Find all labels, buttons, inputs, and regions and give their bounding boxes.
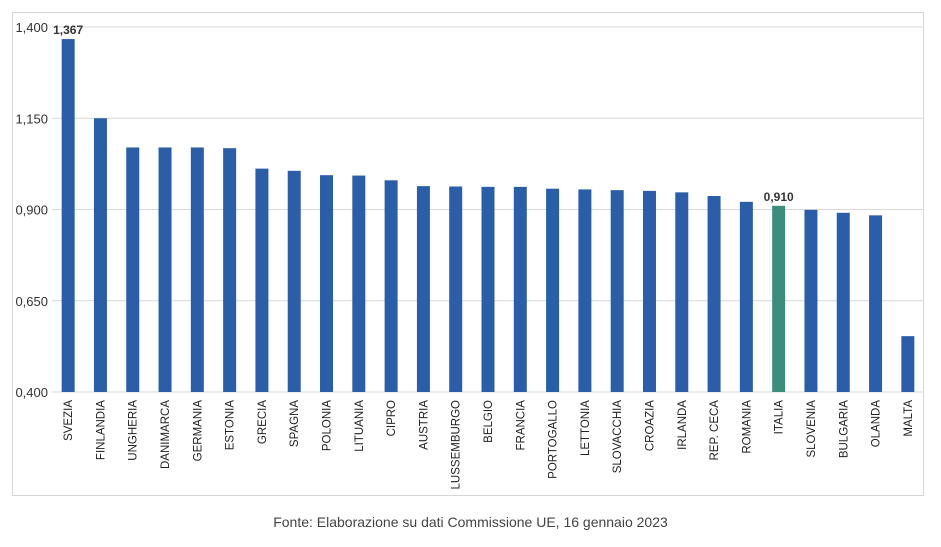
x-tick-label: IRLANDA: [677, 400, 689, 450]
x-tick-label: FRANCIA: [515, 400, 527, 451]
bar-rep-ceca: [707, 195, 721, 392]
bar-polonia: [320, 175, 334, 392]
x-tick-label: ESTONIA: [225, 400, 237, 451]
y-tick-label: 1,400: [15, 20, 48, 35]
bar-lettonia: [578, 189, 592, 392]
bar-portogallo: [546, 188, 560, 392]
bar-lussemburgo: [449, 186, 463, 392]
bar-italia: [772, 205, 786, 392]
bar-ungheria: [126, 147, 140, 392]
x-tick-label: CROAZIA: [644, 400, 656, 451]
x-tick-label: SLOVACCHIA: [612, 400, 624, 474]
x-tick-label: DANIMARCA: [160, 400, 172, 469]
x-tick-label: ITALIA: [774, 400, 786, 435]
x-tick-label: BELGIO: [483, 400, 495, 443]
x-tick-label: GERMANIA: [192, 400, 204, 462]
bar-finlandia: [93, 118, 107, 392]
data-label: 1,367: [53, 23, 83, 37]
bar-svezia: [61, 39, 75, 393]
bar-grecia: [255, 168, 269, 392]
bar-croazia: [642, 190, 656, 392]
bar-danimarca: [158, 147, 172, 392]
x-tick-label: OLANDA: [871, 400, 883, 448]
bar-francia: [513, 186, 527, 392]
x-tick-label: CIPRO: [386, 400, 398, 436]
bar-irlanda: [675, 192, 689, 392]
y-tick-label: 0,400: [15, 385, 48, 400]
x-tick-label: LITUANIA: [354, 400, 366, 452]
bar-malta: [901, 336, 915, 392]
bar-slovenia: [804, 209, 818, 392]
bar-cipro: [384, 180, 398, 392]
bar-olanda: [869, 215, 883, 392]
x-tick-label: LETTONIA: [580, 400, 592, 456]
bar-belgio: [481, 186, 495, 392]
x-tick-label: ROMANIA: [741, 400, 753, 454]
y-tick-label: 0,900: [15, 203, 48, 218]
bar-slovacchia: [610, 190, 624, 392]
bar-spagna: [287, 170, 301, 392]
x-tick-label: UNGHERIA: [128, 400, 140, 461]
x-tick-label: PORTOGALLO: [548, 400, 560, 479]
x-tick-label: BULGARIA: [838, 400, 850, 458]
y-tick-label: 1,150: [15, 111, 48, 126]
bar-chart: 0,400 0,650 0,900 1,150 1,400 SVEZIA 1,367 FINL…: [15, 20, 924, 490]
y-tick-label: 0,650: [15, 294, 48, 309]
x-tick-label: REP. CECA: [709, 400, 721, 461]
source-note: Fonte: Elaborazione su dati Commissione …: [273, 514, 668, 530]
x-tick-label: FINLANDIA: [95, 400, 107, 460]
x-tick-label: SVEZIA: [63, 400, 75, 441]
x-tick-label: MALTA: [903, 400, 915, 437]
bar-romania: [739, 201, 753, 392]
bar-bulgaria: [836, 212, 850, 392]
x-tick-label: GRECIA: [257, 400, 269, 444]
x-tick-label: LUSSEMBURGO: [451, 400, 463, 490]
x-tick-label: POLONIA: [322, 400, 334, 451]
x-tick-label: SPAGNA: [289, 400, 301, 447]
data-label: 0,910: [764, 190, 794, 204]
bar-germania: [190, 147, 204, 392]
x-tick-label: SLOVENIA: [806, 400, 818, 458]
bar-austria: [416, 186, 430, 392]
bar-estonia: [223, 148, 237, 392]
chart-frame: [12, 12, 924, 496]
bar-lituania: [352, 175, 366, 392]
x-tick-label: AUSTRIA: [418, 400, 430, 450]
